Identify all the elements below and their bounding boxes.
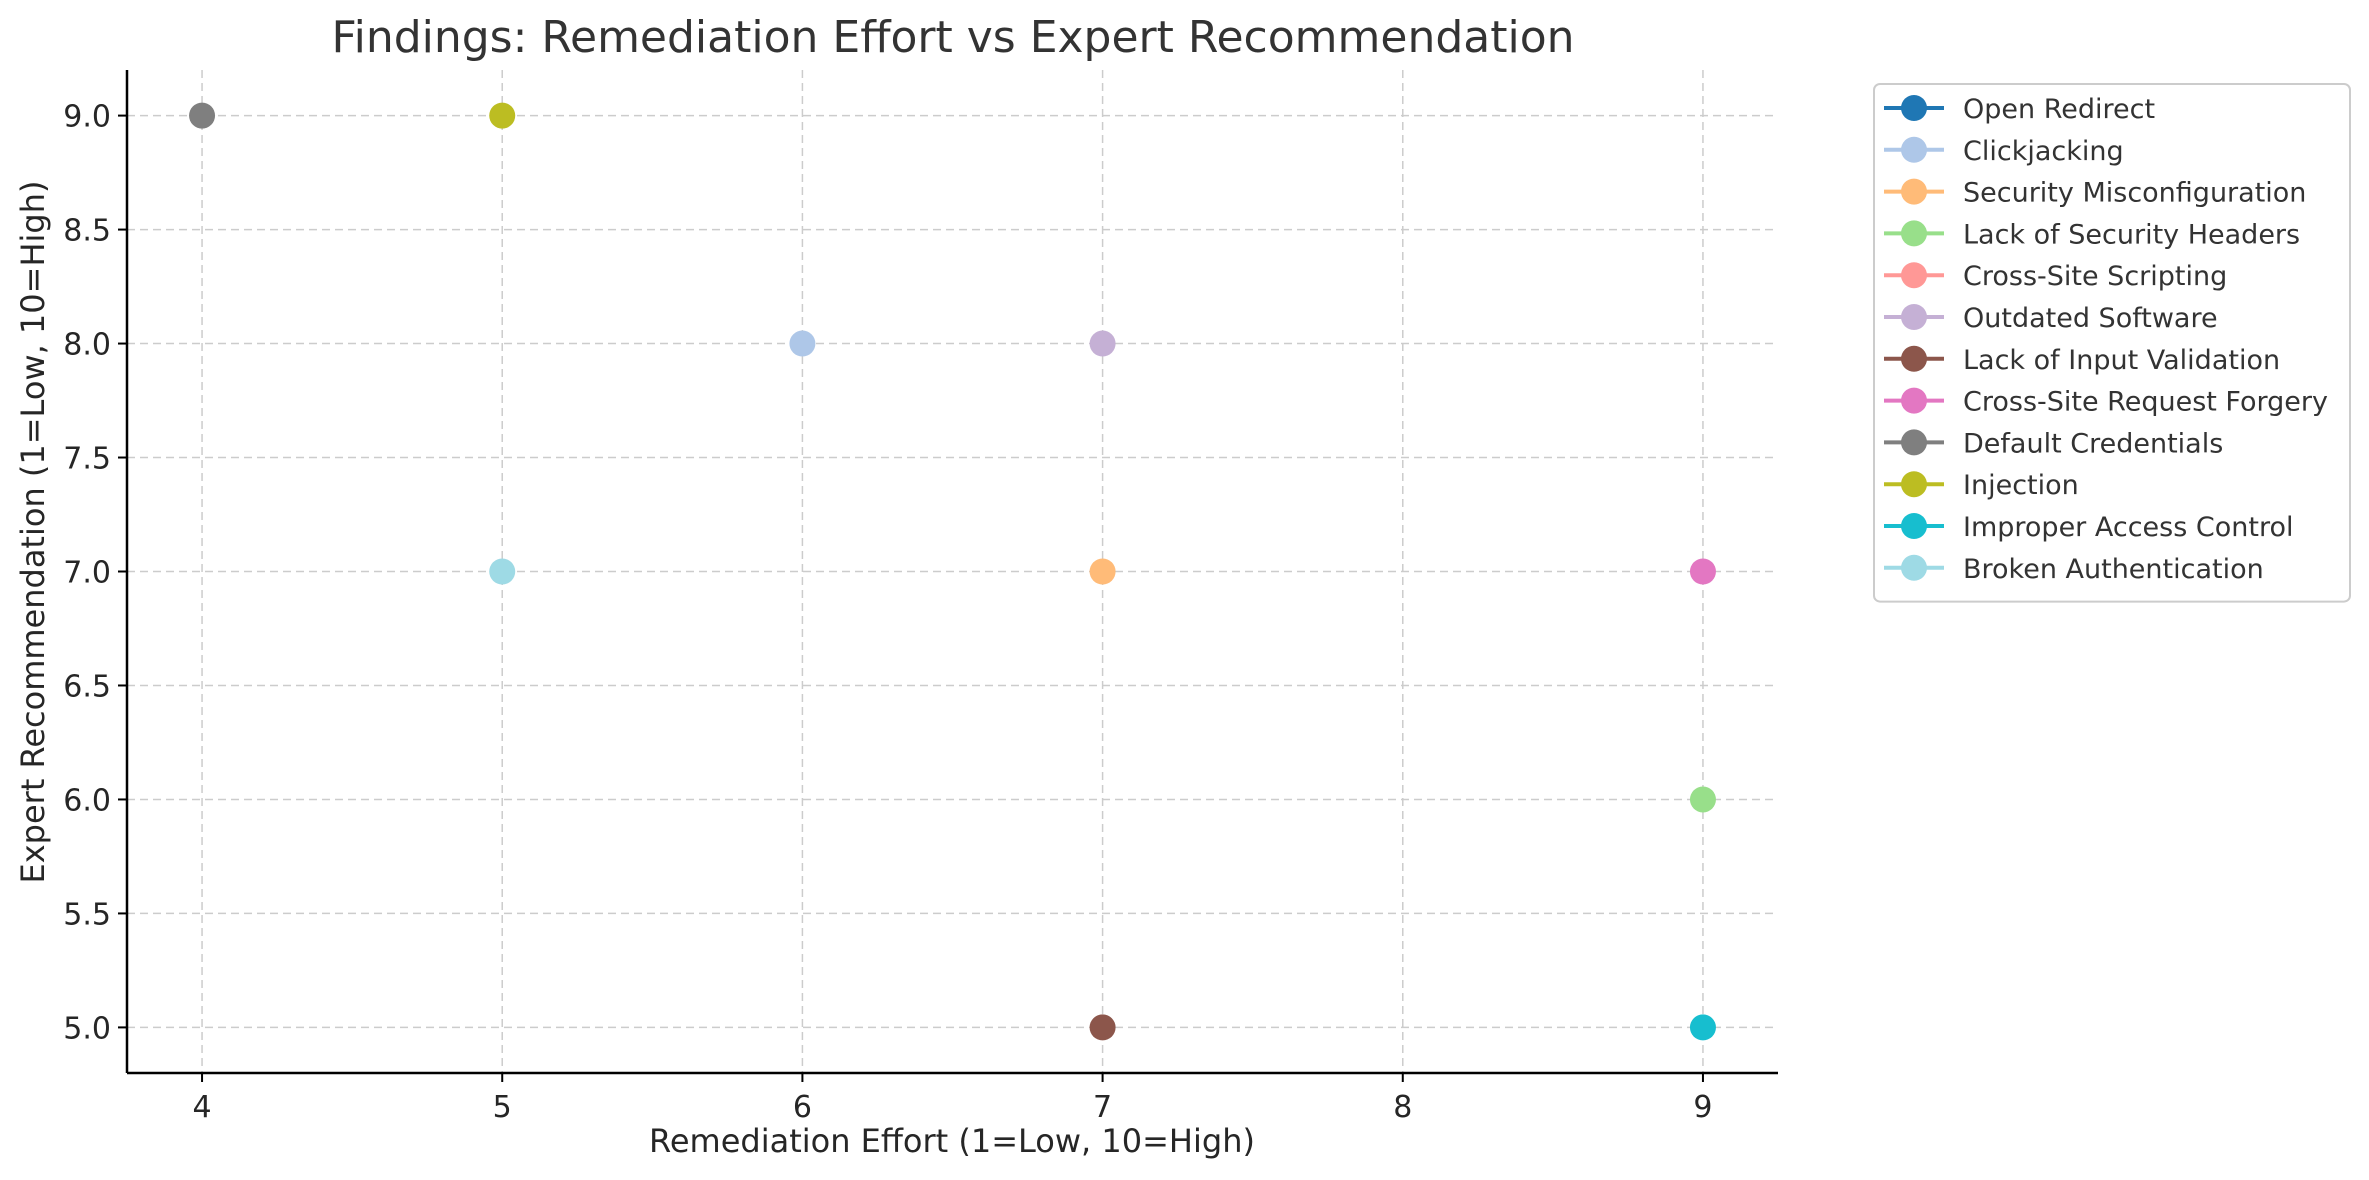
grid — [127, 70, 1778, 1073]
x-tick-label: 6 — [793, 1090, 812, 1125]
legend-marker — [1901, 220, 1927, 247]
y-tick-label: 8.5 — [63, 214, 111, 249]
legend-label: Outdated Software — [1963, 303, 2218, 334]
legend-marker — [1901, 178, 1927, 205]
data-point — [1689, 558, 1716, 585]
y-tick-label: 7.5 — [63, 442, 111, 477]
legend-label: Cross-Site Request Forgery — [1963, 387, 2328, 418]
legend-marker — [1901, 95, 1927, 121]
y-axis-label: Expert Recommendation (1=Low, 10=High) — [14, 181, 52, 884]
data-point — [1689, 1014, 1716, 1041]
y-tick-label: 5.0 — [63, 1011, 111, 1046]
legend-box — [1873, 83, 2351, 603]
legend-marker — [1901, 387, 1927, 414]
legend-label: Improper Access Control — [1963, 512, 2293, 543]
legend-label: Broken Authentication — [1963, 554, 2264, 585]
x-tick-label: 4 — [192, 1090, 211, 1125]
legend-marker — [1901, 429, 1927, 456]
legend-label: Clickjacking — [1963, 136, 2124, 167]
y-tick-label: 6.0 — [63, 783, 111, 818]
data-point — [789, 330, 816, 357]
legend: Open Redirect Clickjacking Security Miscon… — [1873, 83, 2351, 603]
legend-label: Security Misconfiguration — [1963, 178, 2306, 209]
data-point — [489, 102, 516, 129]
y-tick-label: 5.5 — [63, 897, 111, 932]
legend-label: Cross-Site Scripting — [1963, 261, 2227, 292]
data-point — [189, 102, 216, 129]
axes: 4 5 6 7 8 9 5.0 5.5 6.0 6.5 7.0 7.5 8.0 8.5 9.0 — [63, 70, 1778, 1125]
data-point — [1689, 786, 1716, 813]
data-points — [189, 102, 1716, 1041]
y-tick-label: 8.0 — [63, 328, 111, 363]
y-tick-label: 6.5 — [63, 669, 111, 704]
data-point — [1089, 1014, 1116, 1041]
y-tick-label: 9.0 — [63, 100, 111, 135]
x-tick-label: 9 — [1693, 1090, 1712, 1125]
legend-marker — [1901, 554, 1927, 581]
legend-marker — [1901, 345, 1927, 372]
x-tick-label: 8 — [1393, 1090, 1412, 1125]
legend-marker — [1901, 136, 1927, 163]
legend-marker — [1901, 513, 1927, 539]
legend-marker — [1901, 262, 1927, 289]
y-tick-label: 7.0 — [63, 556, 111, 591]
data-point — [489, 558, 516, 585]
data-point — [1089, 558, 1116, 585]
legend-label: Injection — [1963, 470, 2079, 501]
legend-label: Default Credentials — [1963, 428, 2223, 459]
legend-label: Lack of Security Headers — [1963, 219, 2300, 250]
legend-label: Lack of Input Validation — [1963, 345, 2280, 376]
legend-marker — [1901, 471, 1927, 498]
chart-title: Findings: Remediation Effort vs Expert R… — [331, 12, 1574, 63]
x-tick-label: 7 — [1093, 1090, 1112, 1125]
legend-marker — [1901, 304, 1927, 330]
x-tick-label: 5 — [493, 1090, 512, 1125]
x-axis-label: Remediation Effort (1=Low, 10=High) — [649, 1122, 1255, 1160]
data-point — [1089, 330, 1116, 357]
legend-label: Open Redirect — [1963, 94, 2155, 125]
